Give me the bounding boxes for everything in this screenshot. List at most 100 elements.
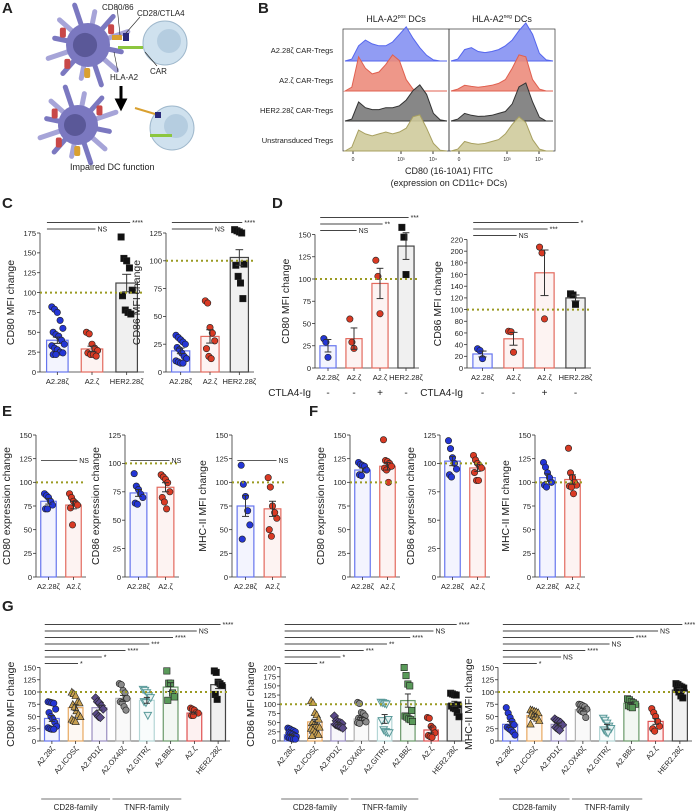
data-point [536,243,544,251]
y-tick-label: 25 [220,549,228,558]
dot-bar-chart: 0 25 50 75 100 125 CD86 expression change A2.28… [90,431,182,591]
data-point [651,727,659,735]
data-point [535,716,544,724]
data-point [123,694,131,702]
group-2: A2.ζ + [371,256,389,399]
data-point [53,308,61,316]
dot-bar-chart: 0 25 50 75 100 125 150 CD80 expression change A2… [1,431,89,591]
group-0: A2.28ζ [351,458,375,591]
y-tick-label: 120 [450,294,463,303]
y-tick-label: 175 [23,229,36,238]
data-point [237,279,245,287]
group-0: A2.28ζ - [471,345,495,399]
histogram-row-label: HER2.28ζ CAR-Tregs [260,106,333,115]
y-tick-label: 150 [23,663,36,672]
y-tick-label: 75 [28,308,36,317]
treatment-sign: - [481,388,484,399]
data-point [123,257,131,265]
significance-label: NS [97,227,107,234]
column-header-label: HLA-A2 [472,14,504,24]
x-tick-label: 0 [352,157,355,163]
significance-label: **** [587,648,598,655]
category-label: A2.28ζ [46,377,70,386]
y-tick-label: 100 [23,288,36,297]
data-point [425,714,433,722]
y-axis-label: CD86 expression change [90,447,102,565]
y-tick-label: 0 [459,364,463,373]
y-tick-label: 75 [28,700,36,709]
category-label: A2.ζ [66,582,81,591]
significance-label: NS [563,655,573,662]
x-tick-label: 0 [458,157,461,163]
y-tick-label: 80 [455,317,463,326]
data-point [238,535,246,543]
y-tick-label: 175 [263,672,276,681]
data-point [380,436,388,444]
category-label: A2.ζ [158,582,173,591]
data-point [202,345,210,353]
significance-label: NS [279,458,289,465]
histogram-row-label: A2.28ζ CAR-Tregs [271,46,333,55]
category-label: A2.28ζ [127,582,151,591]
data-point [409,718,417,726]
dc-cell-bottom [37,84,119,166]
data-point [164,696,172,704]
y-axis-label: MHC-II MFI change [463,658,475,750]
y-tick-label: 75 [428,488,436,497]
significance-label: **** [636,635,647,642]
car-molecule [118,46,143,49]
dot-bar-chart: 0 25 50 75 100 125 CD86 expression change A2.28… [405,431,490,591]
x-axis-label-2: (expression on CD11c+ DCs) [391,178,508,188]
y-tick-label: 100 [263,700,276,709]
significance-label: NS [199,629,209,636]
y-tick-label: 25 [338,549,346,558]
data-point [377,717,387,726]
y-tick-label: 160 [450,270,463,279]
dc-cell-top [45,2,131,88]
y-tick-label: 100 [481,688,494,697]
group-5: A2.BBζ [613,695,640,769]
y-tick-label: 75 [154,284,162,293]
group-6: A2.ζ [644,705,664,761]
y-tick-label: 25 [28,725,36,734]
category-label: HER2.28ζ [656,744,685,776]
dot-bar-chart: 0 25 50 75 100 125 150 MHC-II MFI change A2.28ζ A… [500,431,585,591]
data-point [117,681,125,689]
category-label: A2.ICOSζ [511,744,539,776]
data-point [402,672,410,680]
data-point [50,725,58,733]
category-label: A2.28ζ [275,744,297,768]
label-leader [113,51,119,73]
data-point [507,328,515,336]
plot-e-mhcii: 0 25 50 75 100 125 150 MHC-II MFI change A2.28ζ A… [192,425,292,595]
y-tick-label: 0 [224,573,228,582]
family-label: CD28-family [512,803,556,811]
data-point [244,507,252,515]
family-label: TNFR-family [585,803,630,811]
group-6: A2.ζ [183,704,203,761]
bar [565,297,586,369]
y-tick-label: 25 [24,549,32,558]
y-axis-label: CD86 MFI change [432,261,444,346]
data-point [218,682,226,690]
category-label: A2.28ζ [471,373,495,382]
group-1: A2.ζ [564,444,581,591]
data-point [628,704,636,712]
category-label: A2.ζ [183,744,200,761]
data-point [71,691,80,699]
x-axis-label: CD80 (16-10A1) FITC [405,166,494,176]
y-tick-label: 75 [113,488,121,497]
data-point [239,295,247,303]
data-point [128,286,136,294]
y-tick-label: 200 [263,663,276,672]
data-point [60,340,68,348]
category-label: A2.BBζ [613,744,636,769]
data-point [408,706,416,714]
group-3: HER2.28ζ - [389,223,424,399]
data-point [239,480,247,488]
y-tick-label: 50 [220,525,228,534]
group-2: A2.ζ + [534,243,555,399]
bar [138,699,155,742]
y-tick-label: 100 [423,459,436,468]
